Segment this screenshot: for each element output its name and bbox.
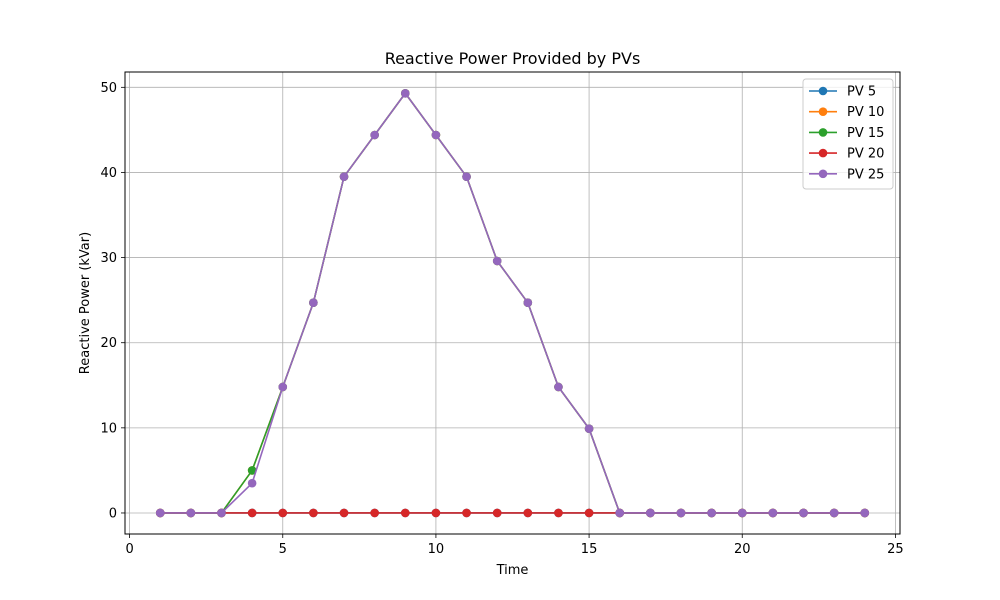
legend-marker <box>818 107 828 116</box>
legend-marker <box>818 128 828 137</box>
y-axis-ticks: 0 10 20 30 40 50 <box>100 81 125 521</box>
data-point <box>339 508 349 518</box>
data-point <box>799 508 808 518</box>
data-point <box>247 508 257 518</box>
legend-box <box>802 78 894 190</box>
x-tick-label: 5 <box>279 542 287 557</box>
data-point <box>217 508 226 518</box>
legend-marker <box>818 86 828 96</box>
y-tick-label: 10 <box>100 421 117 436</box>
data-point <box>462 172 471 182</box>
data-point <box>278 382 288 392</box>
x-tick-label: 15 <box>581 542 598 557</box>
legend-marker <box>818 169 828 179</box>
data-point <box>768 508 778 518</box>
data-point <box>492 256 502 266</box>
legend-entry: PV 20 <box>809 147 884 162</box>
data-point <box>247 466 257 475</box>
series-line <box>160 91 865 514</box>
data-point <box>584 508 594 518</box>
y-tick-label: 50 <box>100 81 117 96</box>
y-tick-label: 30 <box>100 251 117 266</box>
data-point <box>370 508 379 518</box>
data-point <box>247 478 257 488</box>
data-point <box>584 424 594 433</box>
x-axis-label: Time <box>496 563 529 578</box>
data-point <box>431 130 441 140</box>
legend-entry: PV 15 <box>809 126 884 141</box>
chart-title: Reactive Power Provided by PVs <box>385 49 641 68</box>
y-tick-label: 40 <box>100 166 117 181</box>
legend-entry: PV 5 <box>809 85 876 100</box>
grid-lines <box>125 72 900 534</box>
data-point <box>400 88 410 98</box>
legend-label: PV 20 <box>847 147 884 162</box>
data-point <box>554 508 563 518</box>
legend-label: PV 10 <box>847 105 884 120</box>
data-point <box>676 508 686 518</box>
legend: PV 5 PV 10 PV 15 PV 20 PV 25 <box>802 78 894 190</box>
series-line <box>160 91 865 514</box>
legend-label: PV 25 <box>847 167 884 182</box>
data-point <box>309 508 318 518</box>
data-point <box>523 508 533 518</box>
y-tick-label: 20 <box>100 336 117 351</box>
series-line <box>160 91 865 514</box>
legend-label: PV 5 <box>847 85 876 100</box>
data-point <box>431 508 441 518</box>
legend-marker <box>818 148 828 158</box>
data-point <box>615 508 625 518</box>
legend-entry: PV 25 <box>809 167 884 182</box>
legend-label: PV 15 <box>847 126 884 141</box>
series-pv-25 <box>155 88 870 518</box>
data-point <box>278 508 288 518</box>
data-point <box>186 508 196 518</box>
data-point <box>370 130 379 140</box>
data-point <box>462 508 471 518</box>
y-tick-label: 0 <box>109 506 117 521</box>
y-axis-label: Reactive Power (kVar) <box>78 232 93 374</box>
plot-area-frame <box>124 71 901 535</box>
x-axis-ticks: 0 5 10 15 20 25 <box>125 534 904 557</box>
data-point <box>646 508 655 518</box>
x-tick-label: 25 <box>887 542 904 557</box>
data-point <box>829 508 839 518</box>
data-point <box>400 508 410 518</box>
data-point <box>554 382 563 392</box>
x-tick-label: 0 <box>125 542 133 557</box>
series-pv-10 <box>155 88 870 518</box>
data-point <box>707 508 716 518</box>
data-point <box>860 508 870 518</box>
data-point <box>309 298 318 308</box>
x-tick-label: 10 <box>428 542 445 557</box>
x-tick-label: 20 <box>734 542 751 557</box>
series-pv-15 <box>155 88 870 518</box>
data-point <box>523 298 533 308</box>
series-lines <box>155 88 870 518</box>
data-point <box>492 508 502 518</box>
data-point <box>339 172 349 182</box>
data-point <box>737 508 747 518</box>
data-point <box>155 508 165 518</box>
legend-entry: PV 10 <box>809 105 884 120</box>
